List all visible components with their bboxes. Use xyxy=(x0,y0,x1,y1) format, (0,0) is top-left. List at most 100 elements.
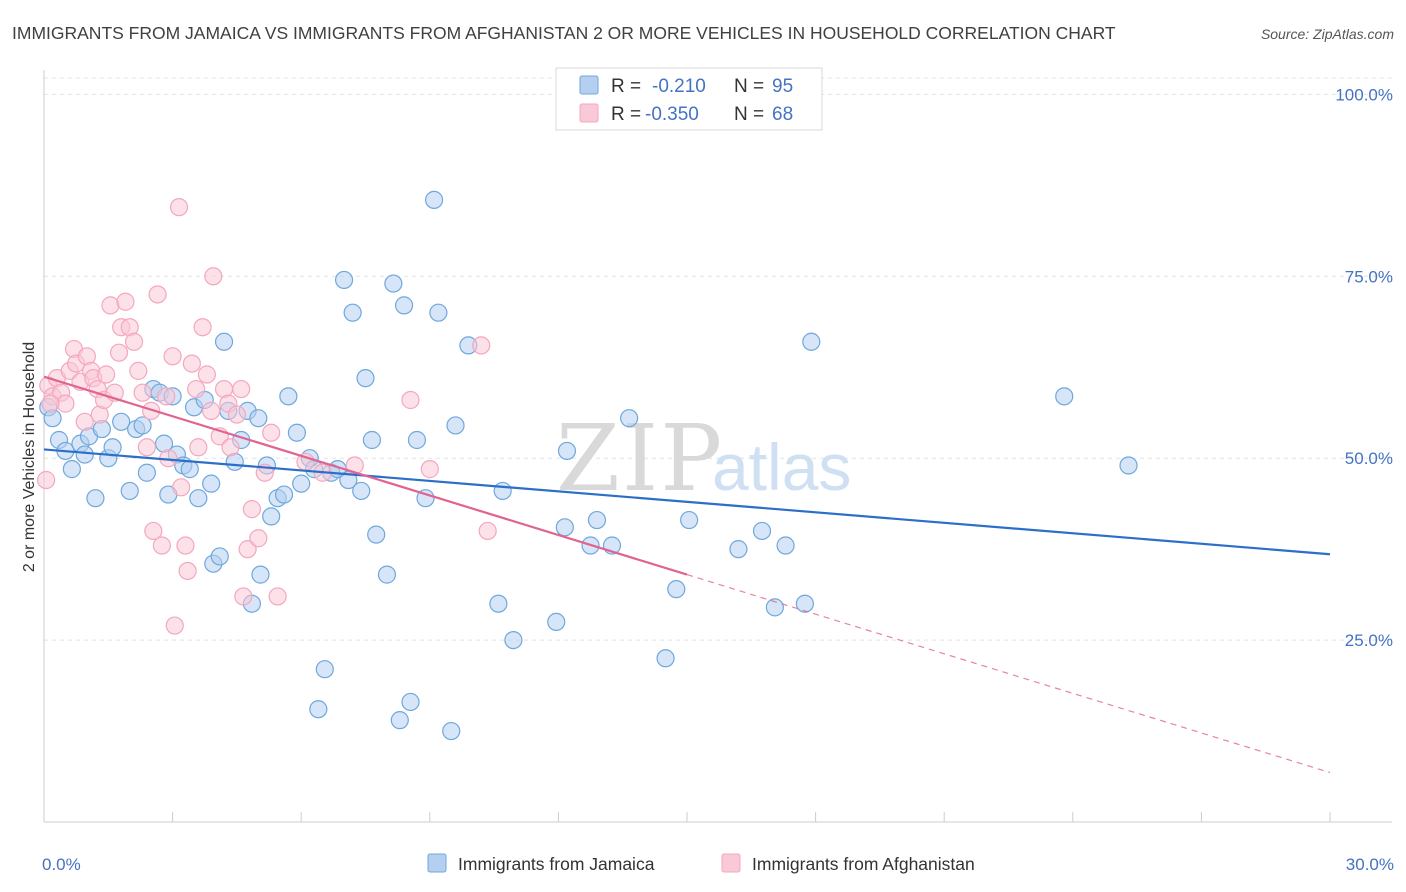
point-afghanistan-29 xyxy=(144,521,163,541)
y-tick-label-0: 25.0% xyxy=(1345,631,1393,650)
bottom-legend-label-afghanistan: Immigrants from Afghanistan xyxy=(752,854,975,874)
point-jamaica-88 xyxy=(795,594,814,613)
point-jamaica-75 xyxy=(555,518,574,537)
point-jamaica-84 xyxy=(729,540,748,559)
point-afghanistan-58 xyxy=(262,423,281,442)
y-tick-label-1: 50.0% xyxy=(1345,449,1393,468)
point-afghanistan-43 xyxy=(193,318,212,337)
point-afghanistan-25 xyxy=(129,361,148,380)
point-jamaica-59 xyxy=(377,565,397,584)
y-tick-label-3: 100.0% xyxy=(1335,85,1393,104)
point-afghanistan-10 xyxy=(75,412,94,431)
point-jamaica-54 xyxy=(343,303,362,322)
point-jamaica-6 xyxy=(75,445,94,464)
point-jamaica-71 xyxy=(489,594,508,613)
point-jamaica-78 xyxy=(587,510,607,530)
legend-r-value-afghanistan: -0.350 xyxy=(645,104,699,125)
point-jamaica-82 xyxy=(667,580,686,599)
point-jamaica-81 xyxy=(656,649,675,668)
point-afghanistan-59 xyxy=(268,587,287,606)
point-jamaica-24 xyxy=(180,460,199,479)
point-afghanistan-67 xyxy=(41,394,60,413)
point-jamaica-58 xyxy=(367,525,386,544)
point-jamaica-57 xyxy=(362,430,382,450)
point-afghanistan-51 xyxy=(227,405,246,424)
legend-n-value-jamaica: 95 xyxy=(772,76,793,97)
point-jamaica-63 xyxy=(401,692,420,712)
point-afghanistan-56 xyxy=(249,529,268,548)
point-afghanistan-64 xyxy=(420,460,439,479)
point-jamaica-44 xyxy=(287,423,307,442)
point-jamaica-62 xyxy=(394,296,414,315)
watermark: ZIP atlas xyxy=(556,405,851,512)
watermark-atlas: atlas xyxy=(712,430,851,504)
point-jamaica-80 xyxy=(620,409,639,428)
legend-r-label-jamaica: R = xyxy=(611,76,641,97)
point-jamaica-8 xyxy=(86,489,105,508)
point-jamaica-83 xyxy=(680,510,699,530)
bottom-legend-swatch-jamaica xyxy=(427,853,447,873)
x-tick-label-1: 30.0% xyxy=(1346,855,1394,874)
point-afghanistan-20 xyxy=(109,343,129,362)
x-tick-label-0: 0.0% xyxy=(42,855,81,874)
point-afghanistan-40 xyxy=(182,354,201,373)
point-afghanistan-37 xyxy=(172,478,191,497)
point-jamaica-89 xyxy=(802,332,821,351)
point-afghanistan-65 xyxy=(472,336,491,355)
point-jamaica-87 xyxy=(776,536,795,555)
point-jamaica-91 xyxy=(1119,456,1138,475)
legend-n-label-jamaica: N = xyxy=(734,76,764,97)
point-afghanistan-27 xyxy=(137,438,156,457)
trend-line-jamaica xyxy=(43,448,1331,556)
stats-legend: R = -0.210 N = 95 R = -0.350 N = 68 xyxy=(555,67,823,131)
point-jamaica-76 xyxy=(557,441,577,461)
point-jamaica-55 xyxy=(352,481,371,501)
point-jamaica-48 xyxy=(309,700,328,719)
bottom-legend-label-jamaica: Immigrants from Jamaica xyxy=(458,854,655,874)
point-jamaica-61 xyxy=(390,711,409,730)
axes xyxy=(43,70,1392,823)
point-jamaica-66 xyxy=(424,190,444,209)
point-jamaica-30 xyxy=(210,547,229,566)
point-jamaica-67 xyxy=(429,303,448,322)
point-afghanistan-50 xyxy=(221,438,240,457)
point-jamaica-90 xyxy=(1055,387,1074,406)
point-afghanistan-63 xyxy=(401,390,420,410)
point-jamaica-40 xyxy=(262,507,281,526)
point-jamaica-38 xyxy=(251,565,270,584)
point-jamaica-72 xyxy=(493,481,512,501)
point-jamaica-16 xyxy=(137,463,156,482)
point-afghanistan-38 xyxy=(176,536,195,555)
point-jamaica-31 xyxy=(214,332,234,351)
point-afghanistan-31 xyxy=(152,536,171,555)
point-afghanistan-18 xyxy=(101,296,120,315)
point-afghanistan-17 xyxy=(97,365,116,384)
point-jamaica-74 xyxy=(547,612,566,632)
point-jamaica-42 xyxy=(274,485,294,504)
point-afghanistan-39 xyxy=(178,561,197,581)
legend-swatch-afghanistan xyxy=(579,103,599,123)
stats-legend-box xyxy=(555,67,823,131)
point-jamaica-86 xyxy=(765,598,784,617)
point-jamaica-60 xyxy=(384,274,403,293)
point-afghanistan-45 xyxy=(202,401,221,420)
bottom-legend-swatch-afghanistan xyxy=(721,853,741,873)
point-jamaica-4 xyxy=(62,460,81,479)
y-tick-labels: 25.0% 50.0% 75.0% 100.0% xyxy=(1335,85,1393,650)
point-jamaica-85 xyxy=(752,521,772,541)
point-afghanistan-34 xyxy=(163,347,182,366)
trend-line-afghanistan xyxy=(43,375,688,576)
point-jamaica-43 xyxy=(279,387,298,406)
point-afghanistan-28 xyxy=(142,401,161,420)
y-tick-label-2: 75.0% xyxy=(1345,267,1393,286)
y-axis-label: 2 or more Vehicles in Household xyxy=(21,342,38,572)
point-afghanistan-36 xyxy=(169,198,189,217)
point-afghanistan-54 xyxy=(238,540,257,559)
point-jamaica-69 xyxy=(446,416,465,435)
chart-title: IMMIGRANTS FROM JAMAICA VS IMMIGRANTS FR… xyxy=(12,23,1116,43)
point-afghanistan-0 xyxy=(37,470,56,490)
point-jamaica-73 xyxy=(504,630,523,650)
point-afghanistan-53 xyxy=(234,587,253,606)
series-legend: Immigrants from Jamaica Immigrants from … xyxy=(427,853,975,874)
